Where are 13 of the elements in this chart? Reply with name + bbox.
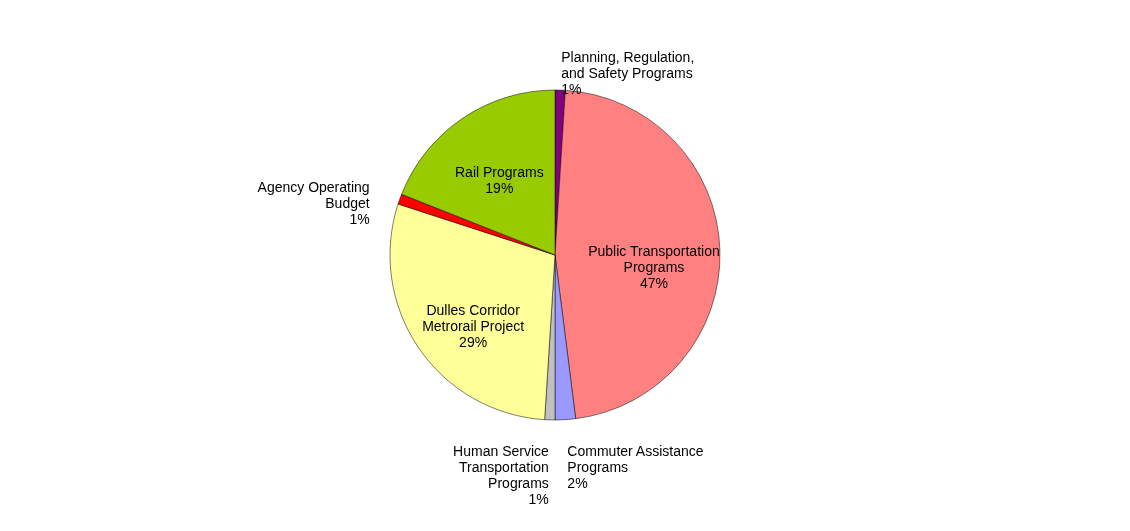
data-label: 1% — [528, 490, 549, 507]
data-label: 47% — [639, 274, 668, 291]
slice-label: Human Service Transportation Programs — [453, 442, 550, 491]
data-label: 29% — [459, 333, 488, 350]
slice-label: Agency Operating Budget — [257, 179, 370, 212]
slice-label: Dulles Corridor Metrorail Project — [422, 301, 525, 334]
slice-label: Rail Programs — [455, 164, 544, 181]
data-label: 2% — [567, 474, 588, 491]
slice-label: Public Transportation Programs — [588, 242, 720, 275]
slice-label: Planning, Regulation, and Safety Programs — [561, 49, 695, 82]
data-label: 19% — [485, 180, 514, 197]
data-label: 1% — [349, 211, 370, 228]
slice-label: Commuter Assistance Programs — [567, 442, 704, 475]
